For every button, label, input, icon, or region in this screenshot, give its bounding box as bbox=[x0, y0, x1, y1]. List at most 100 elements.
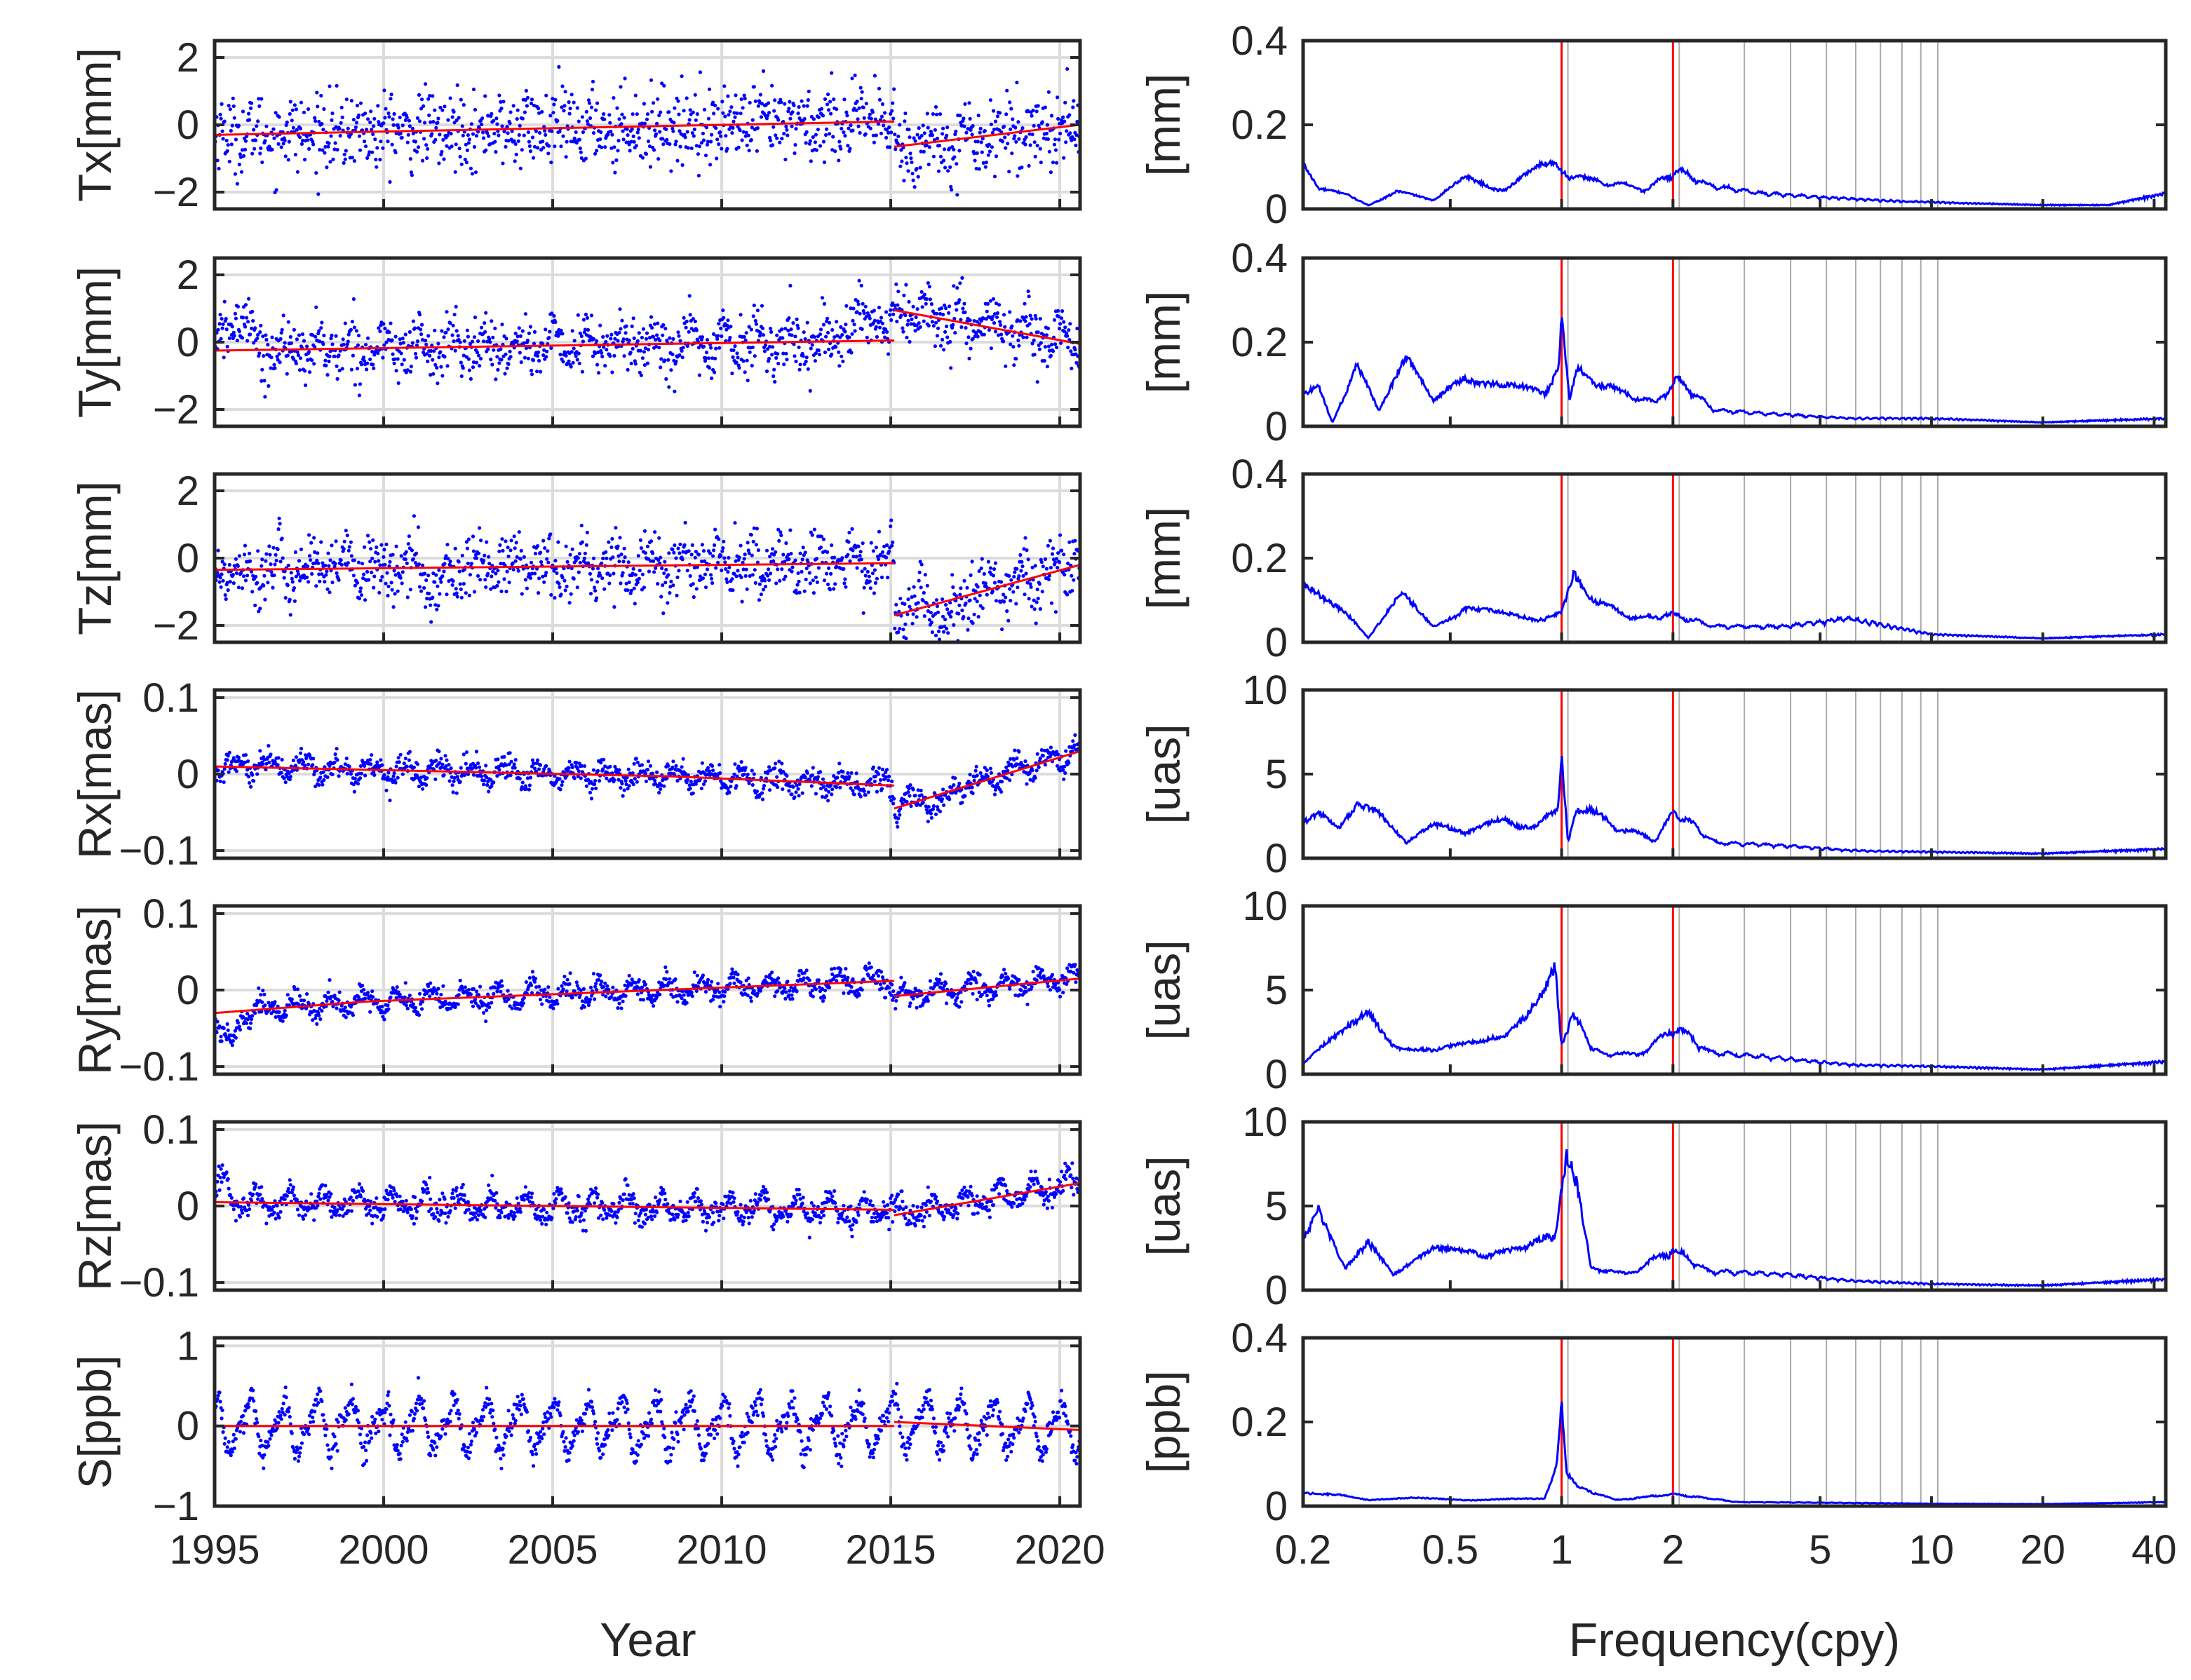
data-point bbox=[1058, 327, 1062, 331]
data-point bbox=[985, 774, 990, 779]
data-point bbox=[893, 304, 897, 308]
data-point bbox=[734, 574, 739, 578]
data-point bbox=[1073, 733, 1077, 737]
data-point bbox=[248, 332, 252, 337]
data-point bbox=[513, 159, 517, 163]
data-point bbox=[422, 585, 426, 590]
data-point bbox=[938, 311, 943, 316]
data-point bbox=[992, 567, 997, 571]
data-point bbox=[372, 124, 376, 128]
data-point bbox=[222, 355, 226, 360]
data-point bbox=[517, 530, 521, 534]
data-point bbox=[445, 310, 449, 314]
data-point bbox=[933, 320, 938, 325]
data-point bbox=[1068, 131, 1072, 135]
data-point bbox=[291, 758, 295, 763]
data-point bbox=[1023, 759, 1027, 764]
data-point bbox=[508, 751, 512, 755]
data-point bbox=[231, 756, 236, 760]
data-point bbox=[492, 348, 496, 352]
data-point bbox=[937, 144, 942, 148]
data-point bbox=[576, 313, 580, 317]
data-point bbox=[735, 351, 739, 355]
data-point bbox=[635, 112, 639, 116]
data-point bbox=[564, 155, 568, 159]
data-point bbox=[553, 97, 558, 102]
data-point bbox=[436, 604, 440, 608]
data-point bbox=[830, 327, 835, 332]
data-point bbox=[1012, 758, 1016, 762]
data-point bbox=[272, 573, 276, 578]
data-point bbox=[701, 782, 706, 786]
data-point bbox=[687, 783, 692, 787]
data-point bbox=[343, 762, 347, 766]
data-point bbox=[451, 323, 455, 327]
data-point bbox=[1013, 126, 1018, 130]
data-point bbox=[856, 299, 860, 304]
data-point bbox=[562, 109, 566, 113]
data-point bbox=[590, 787, 595, 791]
data-point bbox=[379, 578, 383, 583]
data-point bbox=[504, 352, 508, 356]
data-point bbox=[339, 558, 343, 562]
data-point bbox=[711, 768, 715, 773]
data-point bbox=[598, 573, 602, 578]
data-point bbox=[325, 587, 330, 591]
data-point bbox=[685, 778, 689, 782]
data-point bbox=[523, 355, 527, 360]
data-point bbox=[940, 306, 944, 311]
data-point bbox=[487, 555, 491, 559]
data-point bbox=[729, 325, 733, 329]
data-point bbox=[327, 564, 331, 568]
data-point bbox=[608, 354, 612, 358]
data-point bbox=[688, 574, 692, 578]
data-point bbox=[1062, 156, 1066, 160]
data-point bbox=[617, 330, 621, 334]
data-point bbox=[438, 350, 443, 354]
data-point bbox=[818, 144, 823, 148]
data-point bbox=[1054, 161, 1059, 165]
data-point bbox=[640, 121, 645, 126]
data-point bbox=[755, 790, 759, 794]
data-point bbox=[703, 154, 708, 158]
data-point bbox=[1035, 588, 1039, 592]
data-point bbox=[364, 144, 368, 149]
data-point bbox=[451, 579, 455, 583]
data-point bbox=[600, 145, 604, 149]
data-point bbox=[1043, 105, 1047, 109]
data-point bbox=[864, 102, 868, 106]
data-point bbox=[513, 559, 518, 563]
data-point bbox=[783, 327, 788, 331]
data-point bbox=[529, 368, 534, 373]
data-point bbox=[1004, 765, 1009, 769]
data-point bbox=[992, 312, 997, 316]
data-point bbox=[1058, 560, 1062, 564]
data-point bbox=[532, 144, 537, 149]
data-point bbox=[851, 306, 856, 311]
data-point bbox=[908, 783, 912, 787]
data-point bbox=[435, 607, 439, 611]
data-point bbox=[494, 571, 498, 576]
data-point bbox=[272, 363, 276, 367]
data-point bbox=[828, 100, 832, 104]
data-point bbox=[252, 779, 256, 783]
data-point bbox=[412, 326, 417, 330]
data-point bbox=[528, 775, 533, 780]
data-point bbox=[504, 144, 508, 149]
data-point bbox=[245, 768, 250, 772]
data-point bbox=[311, 140, 315, 144]
data-point bbox=[784, 541, 788, 546]
data-point bbox=[849, 306, 853, 311]
trend-line-1 bbox=[894, 564, 1081, 617]
data-point bbox=[461, 133, 465, 137]
data-point bbox=[433, 137, 438, 142]
data-point bbox=[714, 126, 718, 130]
data-point bbox=[922, 319, 926, 323]
data-point bbox=[537, 107, 541, 111]
data-point bbox=[680, 557, 685, 562]
data-point bbox=[734, 559, 738, 563]
data-point bbox=[527, 783, 532, 787]
data-point bbox=[309, 558, 313, 562]
data-point bbox=[618, 536, 622, 540]
data-point bbox=[638, 569, 642, 573]
